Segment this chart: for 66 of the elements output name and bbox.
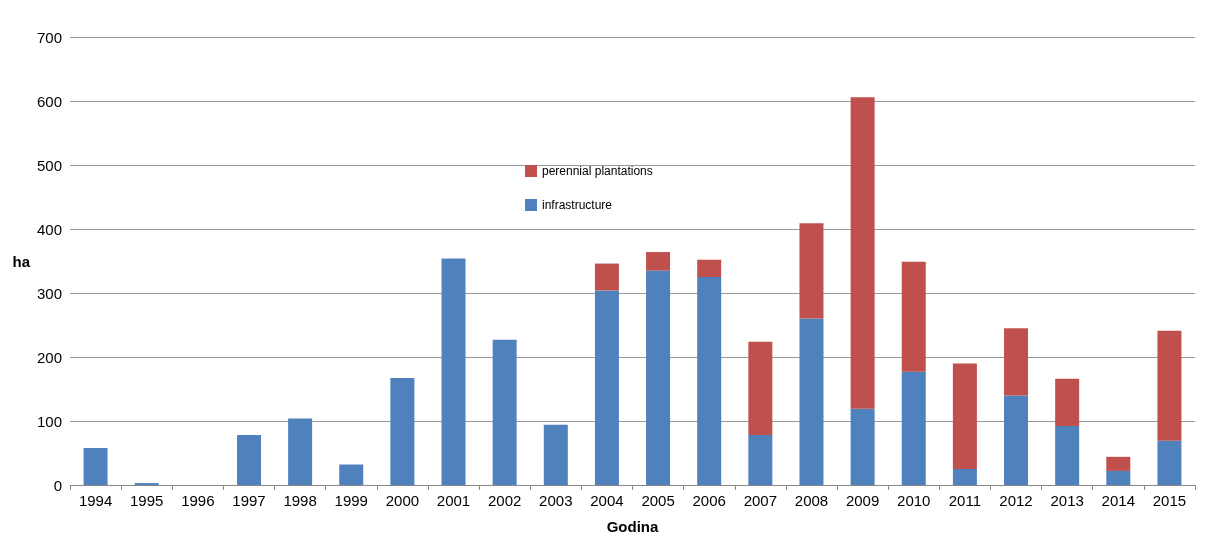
legend-label: infrastructure xyxy=(542,198,613,212)
bar xyxy=(339,464,364,485)
y-tick-label: 300 xyxy=(36,284,62,302)
bar xyxy=(646,270,671,485)
bar xyxy=(1055,426,1080,485)
bar xyxy=(1004,395,1029,485)
x-tick-label: 2007 xyxy=(743,492,778,509)
bar xyxy=(594,263,619,291)
bar xyxy=(288,418,313,485)
bar xyxy=(697,259,722,277)
bar xyxy=(594,290,619,485)
x-tick-label: 2004 xyxy=(590,492,624,509)
bar xyxy=(1157,330,1182,441)
legend-label: perennial plantations xyxy=(542,164,653,178)
y-tick-label: 100 xyxy=(36,412,62,430)
bar xyxy=(799,318,824,485)
bar xyxy=(83,447,108,485)
x-tick-label: 2012 xyxy=(999,492,1033,509)
bar xyxy=(901,261,926,372)
bar xyxy=(1004,328,1029,396)
bar xyxy=(1055,378,1080,427)
y-tick-label: 0 xyxy=(53,476,62,494)
x-tick-label: 1995 xyxy=(130,492,164,509)
bar xyxy=(748,341,773,436)
x-tick-label: 2008 xyxy=(794,492,829,509)
x-axis-title: Godina xyxy=(606,518,659,535)
y-tick-label: 700 xyxy=(36,28,62,46)
y-tick-label: 400 xyxy=(36,220,62,238)
x-tick-label: 1999 xyxy=(334,492,368,509)
bar xyxy=(492,339,517,485)
x-tick-label: 2003 xyxy=(539,492,573,509)
x-tick-label: 2009 xyxy=(845,492,880,509)
bar xyxy=(850,97,875,409)
bar xyxy=(1157,440,1182,485)
bar xyxy=(952,469,977,485)
x-tick-label: 2010 xyxy=(897,492,931,509)
bar xyxy=(1106,470,1131,485)
bar xyxy=(799,223,824,319)
y-tick-label: 600 xyxy=(36,92,62,110)
y-axis-title: ha xyxy=(12,252,31,270)
bar xyxy=(850,408,875,485)
bar xyxy=(390,378,415,485)
x-tick-label: 2013 xyxy=(1050,492,1084,509)
x-tick-label: 1998 xyxy=(283,492,317,509)
x-tick-label: 2005 xyxy=(641,492,675,509)
bar xyxy=(952,363,977,469)
x-tick-label: 2006 xyxy=(692,492,726,509)
x-tick-label: 2015 xyxy=(1152,492,1187,509)
x-tick-label: 2002 xyxy=(487,492,522,509)
bar xyxy=(543,424,568,485)
bar xyxy=(236,435,261,485)
x-tick-label: 2011 xyxy=(948,492,982,509)
x-tick-label: 1996 xyxy=(181,492,215,509)
y-tick-label: 200 xyxy=(36,348,62,366)
x-tick-label: 2001 xyxy=(436,492,471,509)
y-tick-label: 500 xyxy=(36,156,62,174)
bar xyxy=(697,277,722,485)
bar xyxy=(646,252,671,271)
bar xyxy=(441,258,466,485)
bar xyxy=(1106,456,1131,471)
x-tick-label: 1997 xyxy=(232,492,266,509)
bar xyxy=(901,371,926,485)
x-tick-label: 2014 xyxy=(1101,492,1135,509)
bar xyxy=(748,435,773,485)
x-tick-label: 2000 xyxy=(385,492,420,509)
x-tick-label: 1994 xyxy=(78,492,113,509)
